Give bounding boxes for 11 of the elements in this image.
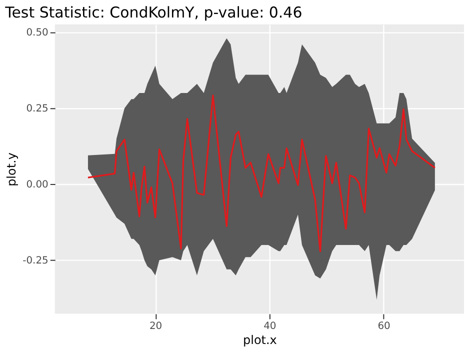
x-tick-label: 60 xyxy=(378,321,390,332)
y-tick-label: 0.00 xyxy=(26,180,48,191)
y-tick-label: 0.50 xyxy=(26,28,48,39)
y-tick-label: 0.25 xyxy=(26,104,48,115)
x-tick-label: 20 xyxy=(149,321,162,332)
chart-title: Test Statistic: CondKolmY, p-value: 0.46 xyxy=(4,3,302,22)
x-tick-label: 40 xyxy=(264,321,276,332)
x-axis-title: plot.x xyxy=(243,333,277,348)
line-series xyxy=(87,94,436,252)
y-tick-label: -0.25 xyxy=(22,256,48,267)
y-axis-title: plot.y xyxy=(4,152,19,186)
